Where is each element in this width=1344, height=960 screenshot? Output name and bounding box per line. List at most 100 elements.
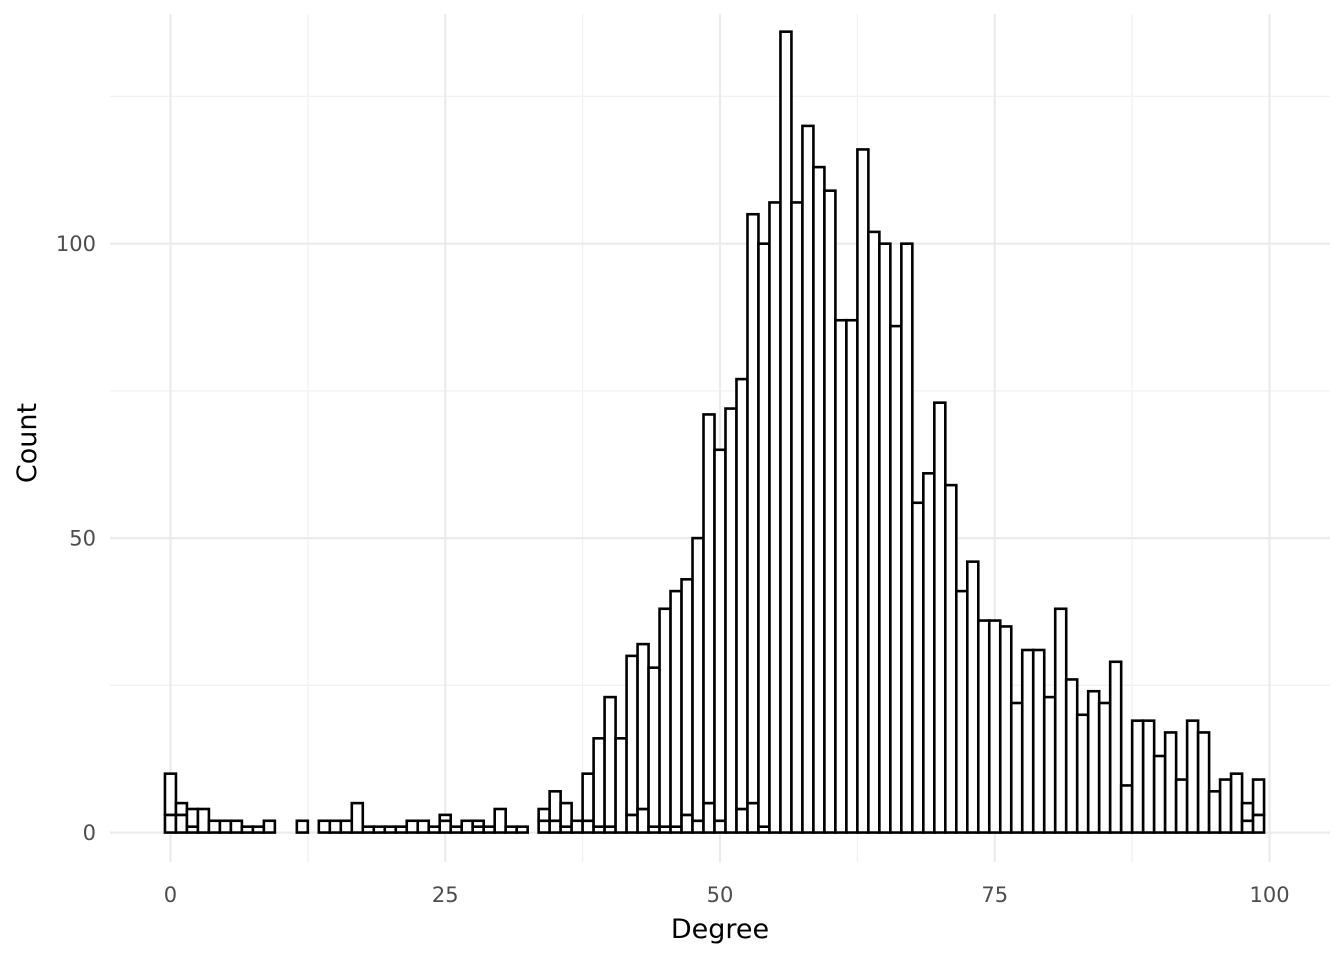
x-tick-label: 50 (707, 883, 734, 907)
histogram-bar-segment (218, 819, 233, 834)
histogram-bar-segment (1119, 784, 1134, 834)
histogram-bar-segment (647, 666, 661, 828)
histogram-bar-segment (713, 819, 727, 834)
histogram-bar-segment (163, 813, 178, 834)
histogram-bar-segment (1185, 719, 1200, 834)
histogram-bar-segment (965, 560, 980, 834)
histogram-bar-segment (987, 619, 1002, 834)
histogram-bar-segment (1075, 713, 1090, 834)
histogram-bar-segment (1064, 678, 1079, 834)
histogram-bar-segment (1086, 689, 1101, 834)
histogram-bar-segment (735, 807, 749, 834)
histogram-bar-segment (1229, 772, 1244, 834)
histogram-bar-segment (669, 589, 683, 828)
histogram-bar-segment (438, 819, 453, 834)
histogram-bar-segment (493, 807, 507, 834)
histogram-bar-segment (867, 230, 881, 834)
histogram-bar-segment (1251, 778, 1266, 817)
histogram-bar-segment (1130, 719, 1145, 834)
histogram-bar-segment (636, 642, 650, 811)
histogram-bar-segment (625, 813, 639, 834)
histogram-bar-segment (1053, 607, 1068, 834)
bars (163, 30, 1266, 834)
x-axis-title: Degree (671, 914, 769, 945)
histogram-bar-segment (1009, 701, 1024, 834)
histogram-bar-segment (998, 625, 1013, 834)
histogram-bar-segment (603, 695, 617, 828)
histogram-bar-segment (823, 189, 837, 834)
histogram-bar-segment (1218, 778, 1233, 834)
histogram-bar-segment (416, 819, 431, 834)
histogram-bar-segment (207, 819, 222, 834)
y-tick-label: 0 (83, 821, 96, 845)
histogram-bar-segment (482, 825, 496, 834)
histogram-bar-segment (548, 790, 562, 823)
histogram-bar-segment (592, 737, 606, 828)
histogram-bar-segment (625, 654, 639, 817)
x-tick-label: 25 (432, 883, 459, 907)
histogram-bar-segment (548, 819, 562, 834)
histogram-bar-segment (1031, 648, 1046, 834)
histogram-bar-segment (790, 201, 804, 834)
histogram-bar-segment (559, 801, 573, 828)
histogram-bar-segment (724, 407, 738, 834)
y-axis-ticks: 0 50 100 (56, 232, 96, 845)
histogram-bar-segment (537, 819, 551, 834)
histogram-bar-segment (438, 813, 453, 823)
histogram-bar-segment (1042, 695, 1057, 834)
histogram-bar-segment (779, 30, 793, 834)
histogram-bar-segment (1108, 660, 1123, 834)
histogram-bar-segment (581, 819, 595, 834)
histogram-bar-segment (581, 772, 595, 823)
histogram-bar-segment (1196, 731, 1211, 834)
histogram-bar-segment (1141, 719, 1156, 834)
histogram-bar-segment (1152, 754, 1167, 834)
histogram-bar-segment (515, 825, 529, 834)
histogram-bar-segment (570, 819, 584, 834)
histogram-bar-segment (878, 242, 892, 834)
histogram-bar-segment (537, 807, 551, 823)
histogram-bar-segment (691, 536, 705, 823)
histogram-bar-segment (691, 819, 705, 834)
y-axis-title: Count (12, 403, 43, 483)
histogram-bar-segment (163, 772, 178, 817)
histogram-bar-segment (460, 819, 475, 834)
histogram-bar-segment (361, 825, 376, 834)
histogram-bar-segment (702, 413, 716, 805)
histogram-bar-segment (614, 737, 628, 834)
histogram-bar-segment (757, 242, 771, 828)
histogram-bar-segment (911, 501, 925, 834)
histogram-bar-segment (1097, 701, 1112, 834)
histogram-bar-segment (834, 318, 848, 834)
histogram-bar-segment (922, 472, 936, 834)
histogram-bar-segment (746, 212, 760, 805)
histogram-bar-segment (405, 819, 420, 834)
histogram-bar-segment (394, 825, 409, 834)
histogram-bar-segment (328, 819, 343, 834)
histogram-bar-segment (471, 819, 485, 828)
histogram-bar-segment (801, 124, 815, 834)
histogram-bar-segment (295, 819, 310, 834)
histogram-bar-segment (174, 813, 189, 834)
histogram-bar-segment (240, 825, 255, 834)
histogram-bar-segment (372, 825, 387, 834)
histogram-bar-segment (680, 578, 694, 817)
histogram-bar-segment (1240, 819, 1255, 834)
histogram-bar-segment (812, 165, 826, 834)
histogram-bar-segment (680, 813, 694, 834)
histogram-bar-segment (933, 401, 947, 834)
histogram-bar-segment (1020, 648, 1035, 834)
histogram-bar-segment (735, 377, 749, 811)
histogram-bar-segment (856, 148, 870, 834)
histogram-bar-segment (383, 825, 398, 834)
histogram-bar-segment (196, 807, 211, 834)
histogram-bar-segment (889, 324, 903, 834)
histogram-bar-segment (504, 825, 518, 834)
histogram-bar-segment (1163, 731, 1178, 834)
histogram-bar-segment (1251, 813, 1266, 834)
histogram-bar-segment (746, 801, 760, 834)
histogram-bar-segment (1174, 778, 1189, 834)
histogram-bar-segment (251, 825, 266, 834)
x-tick-label: 100 (1250, 883, 1290, 907)
